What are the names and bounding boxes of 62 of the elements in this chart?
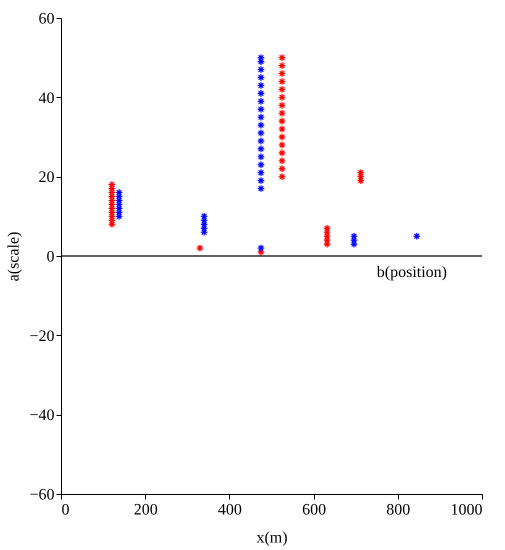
point xyxy=(323,240,332,248)
point xyxy=(278,70,286,78)
point xyxy=(278,78,286,86)
point xyxy=(278,85,286,94)
point xyxy=(278,54,286,62)
point xyxy=(278,148,286,157)
point xyxy=(356,176,365,185)
point xyxy=(257,176,265,185)
point xyxy=(257,89,265,98)
point xyxy=(257,137,265,145)
y-tick-label: 0 xyxy=(46,248,54,266)
point xyxy=(278,101,286,110)
point xyxy=(278,109,286,118)
point xyxy=(108,196,116,204)
point xyxy=(257,66,265,74)
x-tick-label: 0 xyxy=(62,502,70,518)
point xyxy=(200,212,208,220)
point xyxy=(115,196,124,204)
y-tick-label: 60 xyxy=(38,10,54,28)
point xyxy=(257,97,265,106)
point xyxy=(115,192,124,200)
point xyxy=(108,188,116,196)
x-tick-label: 600 xyxy=(302,502,326,518)
point xyxy=(278,156,286,165)
point xyxy=(257,81,265,90)
x-tick-label: 800 xyxy=(386,502,410,518)
point xyxy=(278,117,286,126)
ref-line-label: b(position) xyxy=(376,264,447,281)
y-tick-label: −60 xyxy=(29,486,54,504)
point xyxy=(200,228,208,236)
y-tick-label: 40 xyxy=(38,90,54,107)
x-tick-label: 1000 xyxy=(450,502,482,518)
point xyxy=(278,164,286,173)
point xyxy=(257,144,265,153)
point xyxy=(257,74,265,82)
y-axis-title: a(scale) xyxy=(5,232,22,282)
x-axis-title: x(m) xyxy=(256,530,288,546)
point xyxy=(257,129,265,137)
y-tick-label: −40 xyxy=(29,407,54,424)
x-tick-label: 400 xyxy=(218,502,242,518)
point xyxy=(108,192,116,200)
point xyxy=(196,244,204,252)
point xyxy=(257,152,265,161)
y-tick-label: −20 xyxy=(29,328,54,345)
x-tick-label: 200 xyxy=(134,502,158,518)
point xyxy=(278,93,286,102)
point xyxy=(412,232,421,240)
point xyxy=(257,160,265,169)
point xyxy=(257,244,265,252)
y-tick-label: 20 xyxy=(38,169,54,186)
point xyxy=(257,248,265,256)
point xyxy=(278,133,286,141)
point xyxy=(278,62,286,70)
point xyxy=(115,188,124,196)
point xyxy=(257,184,265,193)
point xyxy=(278,140,286,149)
point xyxy=(257,168,265,177)
point xyxy=(257,113,265,122)
point xyxy=(257,121,265,130)
point xyxy=(278,125,286,134)
point xyxy=(278,172,286,181)
point xyxy=(257,105,265,114)
